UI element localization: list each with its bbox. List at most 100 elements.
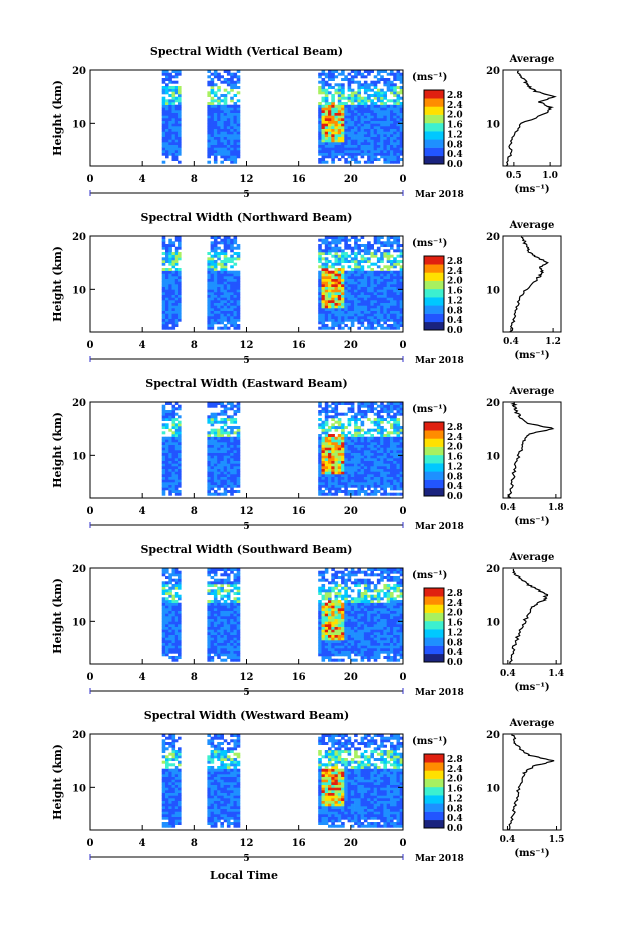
heatmap-cell xyxy=(224,643,228,646)
heatmap-cell xyxy=(211,147,215,150)
heatmap-cell xyxy=(318,632,322,635)
heatmap-cell xyxy=(344,158,348,161)
heatmap-cell xyxy=(344,313,348,316)
heatmap-cell xyxy=(387,458,391,461)
heatmap-cell xyxy=(377,287,381,290)
heatmap-cell xyxy=(172,273,176,276)
heatmap-cell xyxy=(165,134,169,137)
heatmap-cell xyxy=(207,466,211,469)
heatmap-cell xyxy=(220,75,224,78)
heatmap-cell xyxy=(393,297,397,300)
heatmap-cell xyxy=(393,158,397,161)
heatmap-cell xyxy=(175,115,179,118)
heatmap-cell xyxy=(357,584,361,587)
heatmap-cell xyxy=(344,453,348,456)
heatmap-cell xyxy=(393,121,397,124)
heatmap-cell xyxy=(322,410,326,413)
heatmap-cell xyxy=(217,284,221,287)
heatmap-cell xyxy=(328,643,332,646)
heatmap-cell xyxy=(318,455,322,458)
heatmap-cell xyxy=(207,431,211,434)
heatmap-cell xyxy=(387,89,391,92)
heatmap-cell xyxy=(214,482,218,485)
heatmap-cell xyxy=(331,450,335,453)
average-ytick-label: 10 xyxy=(486,451,500,462)
heatmap-cell xyxy=(162,121,166,124)
heatmap-cell xyxy=(318,75,322,78)
heatmap-cell xyxy=(220,134,224,137)
heatmap-cell xyxy=(178,485,182,488)
heatmap-cell xyxy=(331,627,335,630)
heatmap-cell xyxy=(237,431,241,434)
heatmap-cell xyxy=(374,613,378,616)
heatmap-cell xyxy=(227,81,231,84)
heatmap-cell xyxy=(364,260,368,263)
heatmap-cell xyxy=(207,292,211,295)
heatmap-cell xyxy=(383,289,387,292)
heatmap-cell xyxy=(318,479,322,482)
heatmap-cell xyxy=(361,99,365,102)
heatmap-cell xyxy=(357,86,361,89)
heatmap-cell xyxy=(383,115,387,118)
heatmap-cell xyxy=(230,648,234,651)
heatmap-cell xyxy=(377,624,381,627)
heatmap-cell xyxy=(165,600,169,603)
heatmap-cell xyxy=(220,587,224,590)
heatmap-cell xyxy=(168,648,172,651)
heatmap-cell xyxy=(322,295,326,298)
heatmap-cell xyxy=(390,158,394,161)
heatmap-cell xyxy=(328,252,332,255)
heatmap-cell xyxy=(172,327,176,330)
heatmap-cell xyxy=(387,316,391,319)
heatmap-cell xyxy=(374,142,378,145)
heatmap-cell xyxy=(322,595,326,598)
heatmap-cell xyxy=(224,413,228,416)
heatmap-cell xyxy=(325,279,329,282)
heatmap-cell xyxy=(168,316,172,319)
heatmap-cell xyxy=(397,115,401,118)
heatmap-cell xyxy=(322,279,326,282)
heatmap-cell xyxy=(351,89,355,92)
heatmap-cell xyxy=(224,410,228,413)
heatmap-cell xyxy=(322,289,326,292)
heatmap-cell xyxy=(354,247,358,250)
heatmap-cell xyxy=(370,292,374,295)
heatmap-cell xyxy=(178,271,182,274)
heatmap-cell xyxy=(364,273,368,276)
heatmap-cell xyxy=(370,640,374,643)
heatmap-cell xyxy=(220,308,224,311)
heatmap-cell xyxy=(234,653,238,656)
heatmap-cell xyxy=(374,284,378,287)
heatmap-cell xyxy=(380,313,384,316)
heatmap-cell xyxy=(344,645,348,648)
heatmap-cell xyxy=(393,129,397,132)
heatmap-cell xyxy=(341,608,345,611)
heatmap-cell xyxy=(318,645,322,648)
heatmap-cell xyxy=(328,645,332,648)
heatmap-cell xyxy=(367,113,371,116)
heatmap-cell xyxy=(374,271,378,274)
heatmap-cell xyxy=(361,150,365,153)
heatmap-cell xyxy=(214,415,218,418)
heatmap-cell xyxy=(341,139,345,142)
heatmap-cell xyxy=(351,107,355,110)
heatmap-cell xyxy=(387,295,391,298)
heatmap-cell xyxy=(361,284,365,287)
heatmap-cell xyxy=(217,600,221,603)
heatmap-cell xyxy=(364,139,368,142)
heatmap-cell xyxy=(175,316,179,319)
heatmap-cell xyxy=(325,303,329,306)
heatmap-cell xyxy=(377,247,381,250)
heatmap-cell xyxy=(361,461,365,464)
heatmap-cell xyxy=(335,648,339,651)
heatmap-cell xyxy=(328,426,332,429)
heatmap-cell xyxy=(178,447,182,450)
heatmap-cell xyxy=(234,490,238,493)
heatmap-cell xyxy=(175,129,179,132)
heatmap-cell xyxy=(367,279,371,282)
heatmap-cell xyxy=(178,474,182,477)
heatmap-cell xyxy=(335,461,339,464)
heatmap-cell xyxy=(338,651,342,654)
heatmap-cell xyxy=(370,613,374,616)
heatmap-cell xyxy=(175,73,179,76)
